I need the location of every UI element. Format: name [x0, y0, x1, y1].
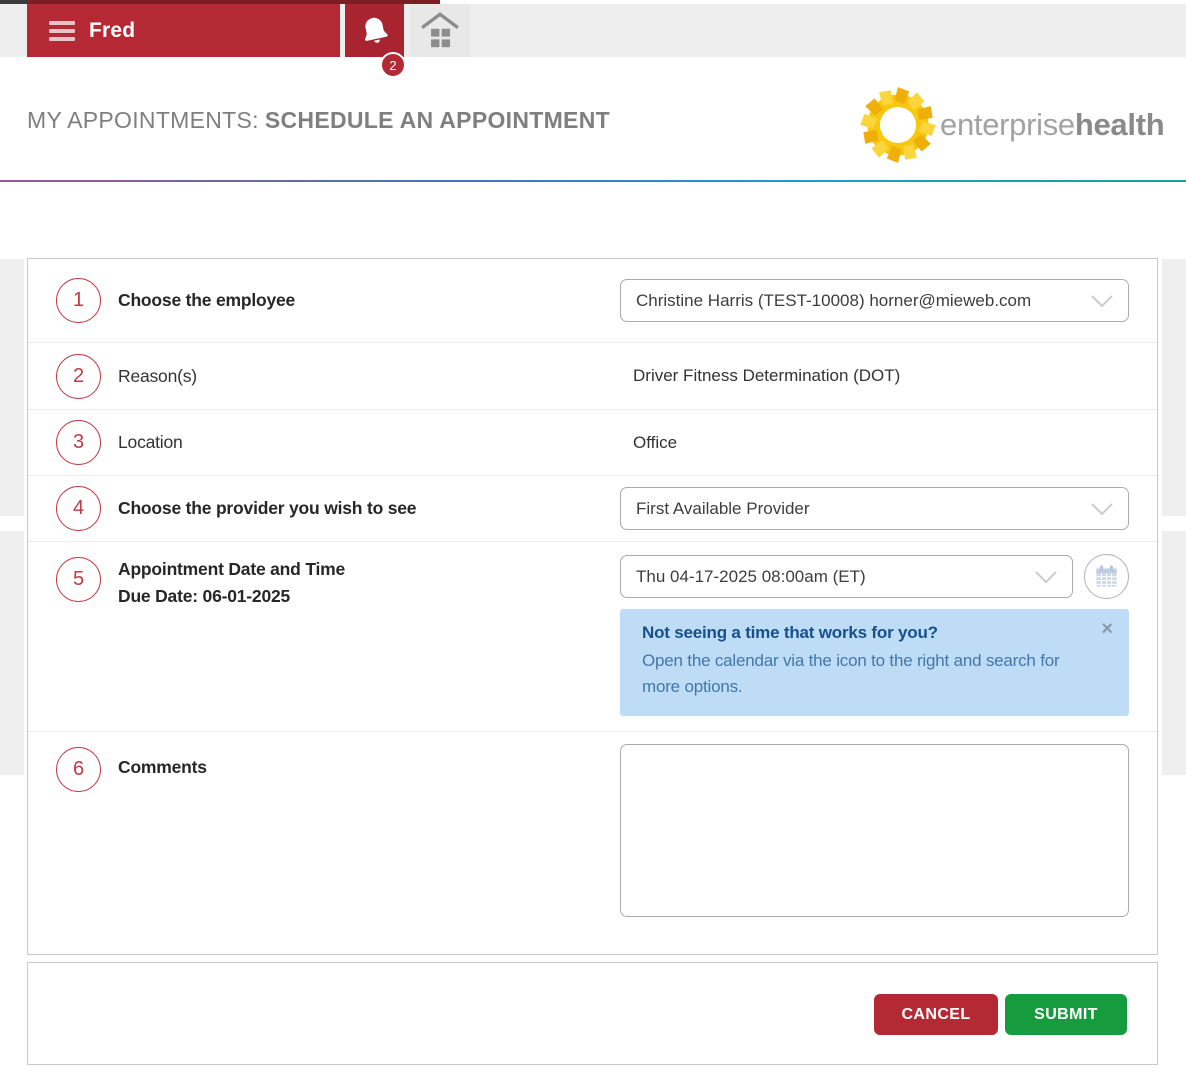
user-menu-button[interactable]: Fred — [27, 4, 340, 57]
step-label: Reason(s) — [118, 365, 197, 386]
infobox-body: Open the calendar via the icon to the ri… — [642, 651, 1060, 696]
step-row-provider: 4 Choose the provider you wish to see Fi… — [28, 476, 1157, 542]
appointment-form-card: 1 Choose the employee Christine Harris (… — [27, 258, 1158, 955]
form-actions-bar: CANCEL SUBMIT — [27, 962, 1158, 1065]
submit-button[interactable]: SUBMIT — [1005, 994, 1127, 1035]
sun-icon — [853, 82, 943, 168]
page-title-prefix: MY APPOINTMENTS: — [27, 107, 259, 133]
step-label: Choose the provider you wish to see — [118, 498, 417, 518]
step-row-location: 3 Location Office — [28, 410, 1157, 476]
calendar-icon — [1093, 563, 1120, 590]
open-calendar-button[interactable] — [1084, 554, 1129, 599]
page-title: MY APPOINTMENTS: SCHEDULE AN APPOINTMENT — [27, 107, 610, 134]
step-row-reasons: 2 Reason(s) Driver Fitness Determination… — [28, 343, 1157, 410]
step-row-datetime: 5 Appointment Date and Time Due Date: 06… — [28, 542, 1157, 732]
step-number-badge: 4 — [56, 486, 101, 531]
calendar-hint-infobox: Not seeing a time that works for you? Op… — [620, 609, 1129, 716]
home-button[interactable] — [410, 4, 470, 57]
location-value: Office — [633, 432, 678, 452]
provider-select[interactable]: First Available Provider — [620, 487, 1129, 530]
infobox-title: Not seeing a time that works for you? — [642, 623, 938, 642]
step-row-employee: 1 Choose the employee Christine Harris (… — [28, 259, 1157, 343]
step-label: Location — [118, 432, 183, 452]
provider-select-value: First Available Provider — [636, 498, 810, 518]
background-panel — [1162, 259, 1186, 516]
step-number-badge: 6 — [56, 747, 101, 792]
chevron-down-icon — [1090, 502, 1114, 516]
bell-icon — [354, 10, 394, 50]
datetime-select[interactable]: Thu 04-17-2025 08:00am (ET) — [620, 555, 1073, 598]
notification-badge: 2 — [380, 52, 406, 78]
reasons-value: Driver Fitness Determination (DOT) — [633, 366, 901, 385]
home-icon — [419, 11, 461, 50]
top-accent-strip — [0, 0, 440, 4]
page-title-main: SCHEDULE AN APPOINTMENT — [264, 107, 610, 133]
step-row-comments: 6 Comments — [28, 732, 1157, 956]
cancel-button[interactable]: CANCEL — [874, 994, 998, 1035]
background-panel — [0, 531, 24, 775]
close-icon[interactable]: × — [1101, 618, 1113, 640]
step-number-badge: 5 — [56, 557, 101, 602]
top-corner-strip — [0, 0, 27, 4]
step-label: Choose the employee — [118, 290, 296, 310]
step-number-badge: 1 — [56, 278, 101, 323]
chevron-down-icon — [1090, 294, 1114, 308]
background-panel — [0, 259, 24, 516]
due-date-label: Due Date: 06-01-2025 — [118, 586, 291, 606]
step-label: Appointment Date and Time — [118, 559, 346, 579]
step-number-badge: 2 — [56, 353, 101, 399]
comments-textarea[interactable] — [620, 744, 1129, 917]
brand-name: enterprisehealth — [940, 107, 1165, 142]
step-number-badge: 3 — [56, 420, 101, 465]
employee-select-value: Christine Harris (TEST-10008) horner@mie… — [636, 290, 1032, 310]
header-divider-gradient — [0, 180, 1186, 182]
top-navigation-bar: Fred 2 — [0, 4, 1186, 78]
employee-select[interactable]: Christine Harris (TEST-10008) horner@mie… — [620, 279, 1129, 322]
notifications-button[interactable] — [345, 4, 404, 57]
chevron-down-icon — [1034, 570, 1058, 584]
hamburger-icon — [49, 20, 75, 41]
datetime-select-value: Thu 04-17-2025 08:00am (ET) — [636, 566, 866, 586]
user-name: Fred — [89, 18, 136, 42]
step-label: Comments — [118, 757, 207, 777]
background-panel — [1162, 531, 1186, 775]
brand-logo: enterprisehealth — [853, 82, 1165, 168]
